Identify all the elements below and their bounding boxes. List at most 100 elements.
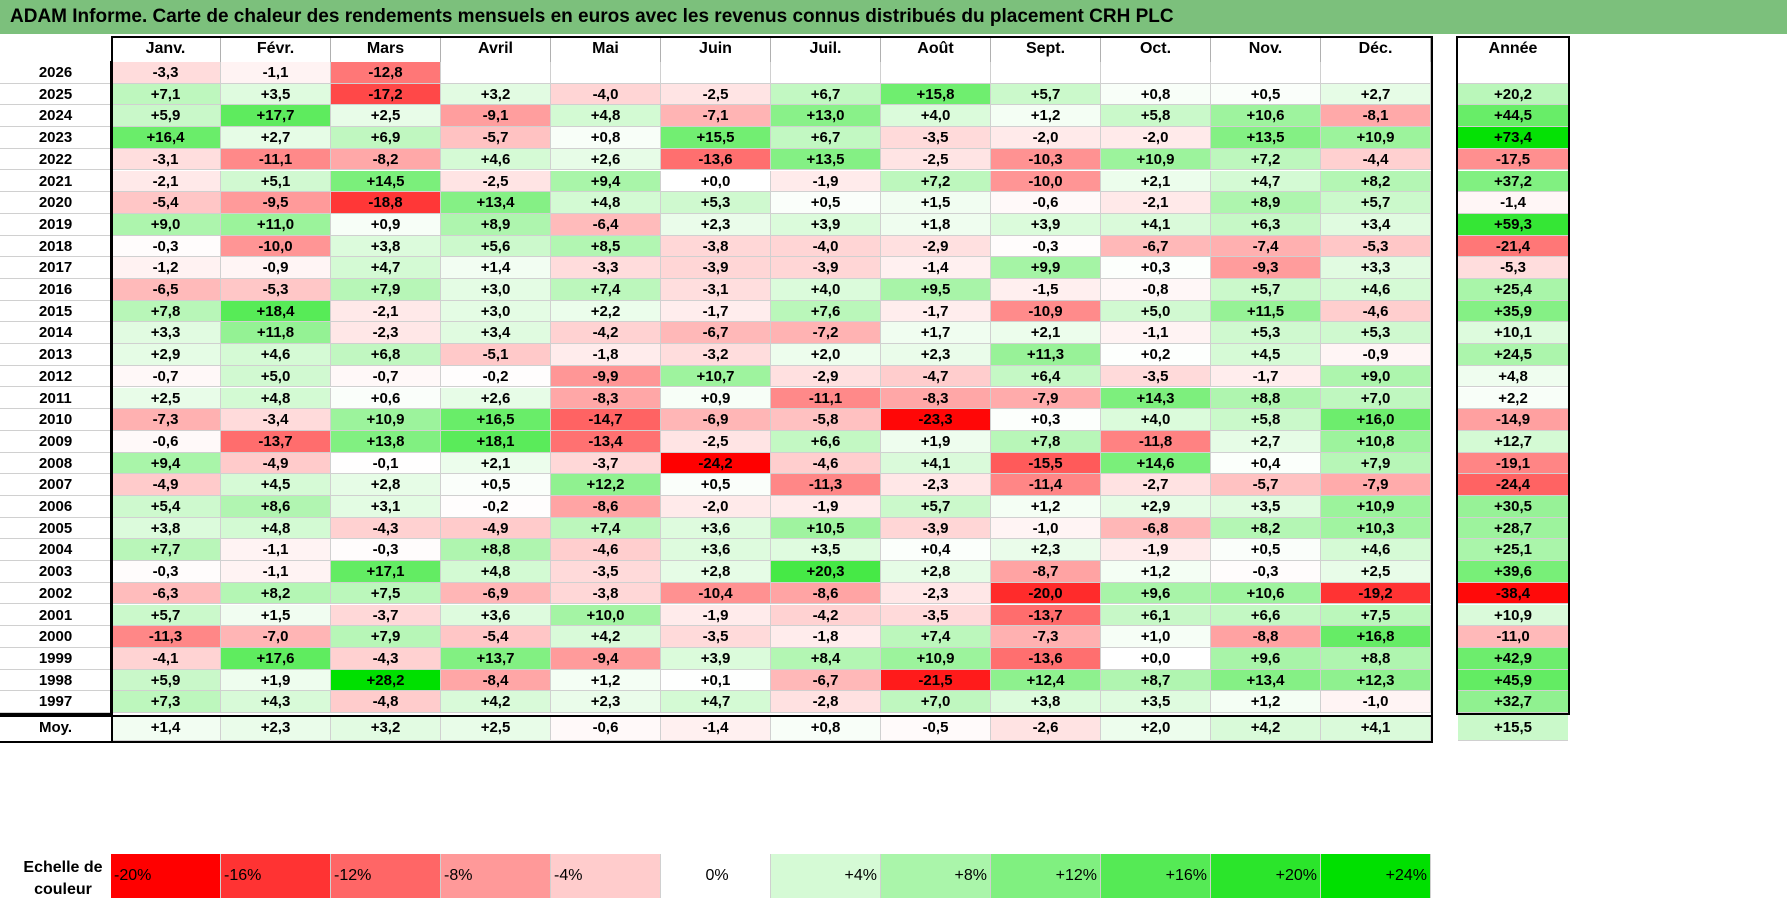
heatmap-cell: +8,2 bbox=[1321, 170, 1431, 193]
year-label: 2018 bbox=[0, 236, 111, 258]
heatmap-cell: +12,2 bbox=[551, 474, 661, 496]
heatmap-cell: -4,7 bbox=[881, 365, 991, 388]
heatmap-cell: -1,9 bbox=[771, 170, 881, 193]
heatmap-cell: -0,3 bbox=[991, 235, 1101, 258]
average-annual-value: +15,5 bbox=[1458, 715, 1568, 741]
year-label: 2015 bbox=[0, 301, 111, 323]
heatmap-cell: +5,7 bbox=[881, 496, 991, 518]
heatmap-cell: -6,9 bbox=[441, 582, 551, 605]
heatmap-cell: +0,1 bbox=[661, 669, 771, 692]
heatmap-cell: +5,3 bbox=[1321, 322, 1431, 345]
heatmap-cell: +1,5 bbox=[221, 604, 331, 627]
heatmap-cell: -2,3 bbox=[331, 322, 441, 345]
month-header: Mai bbox=[551, 36, 661, 62]
heatmap-cell: +2,9 bbox=[1101, 496, 1211, 518]
heatmap-cell: -0,7 bbox=[331, 365, 441, 388]
heatmap-cell: +6,6 bbox=[771, 430, 881, 453]
heatmap-cell: -2,9 bbox=[881, 235, 991, 258]
average-cell: +2,3 bbox=[221, 715, 331, 741]
heatmap-cell: -11,1 bbox=[771, 387, 881, 410]
heatmap-cell: +0,5 bbox=[1211, 539, 1321, 562]
heatmap-cell: -6,5 bbox=[111, 279, 221, 301]
month-header: Juin bbox=[661, 36, 771, 62]
heatmap-cell: +5,7 bbox=[991, 83, 1101, 106]
heatmap-cell: +0,0 bbox=[661, 170, 771, 193]
heatmap-cell: +4,1 bbox=[881, 452, 991, 475]
annual-cell: +20,2 bbox=[1458, 83, 1568, 106]
heatmap-cell: +3,3 bbox=[1321, 257, 1431, 279]
annual-cell: +12,7 bbox=[1458, 430, 1568, 453]
heatmap-cell: +1,9 bbox=[881, 430, 991, 453]
heatmap-cell: +2,3 bbox=[881, 344, 991, 366]
heatmap-cell: +2,2 bbox=[551, 300, 661, 323]
average-cell: -1,4 bbox=[661, 715, 771, 741]
heatmap-cell: +7,9 bbox=[331, 626, 441, 648]
heatmap-cell: +7,8 bbox=[111, 300, 221, 323]
heatmap-cell: +2,3 bbox=[661, 213, 771, 236]
heatmap-cell: +11,5 bbox=[1211, 300, 1321, 323]
heatmap-cell: +2,6 bbox=[551, 148, 661, 171]
heatmap-cell: +17,6 bbox=[221, 647, 331, 670]
heatmap-cell: +7,0 bbox=[881, 691, 991, 713]
heatmap-cell: -1,9 bbox=[661, 604, 771, 627]
heatmap-cell: +5,0 bbox=[221, 365, 331, 388]
heatmap-cell: +7,3 bbox=[111, 691, 221, 713]
heatmap-cell bbox=[441, 62, 551, 84]
heatmap-cell: +20,3 bbox=[771, 561, 881, 583]
annual-cell: +28,7 bbox=[1458, 517, 1568, 540]
heatmap-cell: +4,7 bbox=[661, 691, 771, 713]
average-cell: +1,4 bbox=[111, 715, 221, 741]
heatmap-cell: -20,0 bbox=[991, 582, 1101, 605]
heatmap-cell: -9,9 bbox=[551, 365, 661, 388]
heatmap-cell: +10,6 bbox=[1211, 582, 1321, 605]
heatmap-cell: +6,3 bbox=[1211, 213, 1321, 236]
heatmap-cell: +3,9 bbox=[771, 213, 881, 236]
heatmap-cell: -4,6 bbox=[771, 452, 881, 475]
average-cell: +2,5 bbox=[441, 715, 551, 741]
heatmap-cell: -2,3 bbox=[881, 474, 991, 496]
annual-cell: -24,4 bbox=[1458, 474, 1568, 496]
heatmap-cell: +10,9 bbox=[1101, 148, 1211, 171]
year-label: 2013 bbox=[0, 344, 111, 366]
heatmap-cell: +3,5 bbox=[771, 539, 881, 562]
heatmap-cell bbox=[1321, 62, 1431, 84]
heatmap-cell: -21,5 bbox=[881, 669, 991, 692]
heatmap-cell: +2,7 bbox=[1321, 83, 1431, 106]
heatmap-cell: +4,0 bbox=[771, 279, 881, 301]
annual-cell: +25,4 bbox=[1458, 279, 1568, 301]
heatmap-cell: +13,4 bbox=[1211, 669, 1321, 692]
month-header: Févr. bbox=[221, 36, 331, 62]
heatmap-cell: +5,8 bbox=[1211, 409, 1321, 431]
heatmap-cell: +10,5 bbox=[771, 517, 881, 540]
heatmap-cell: -7,3 bbox=[991, 626, 1101, 648]
heatmap-cell: -12,8 bbox=[331, 62, 441, 84]
heatmap-cell: -10,4 bbox=[661, 582, 771, 605]
annual-cell: +32,7 bbox=[1458, 691, 1568, 713]
heatmap-cell: +14,3 bbox=[1101, 387, 1211, 410]
annual-cell: -11,0 bbox=[1458, 626, 1568, 648]
average-cell: -0,6 bbox=[551, 715, 661, 741]
annual-cell: +10,9 bbox=[1458, 604, 1568, 627]
heatmap-cell: +0,4 bbox=[881, 539, 991, 562]
heatmap-cell: +10,9 bbox=[881, 647, 991, 670]
year-label: 2008 bbox=[0, 453, 111, 475]
heatmap-cell: -7,0 bbox=[221, 626, 331, 648]
heatmap-cell: +0,3 bbox=[991, 409, 1101, 431]
heatmap-cell: -1,1 bbox=[1101, 322, 1211, 345]
heatmap-cell: +9,5 bbox=[881, 279, 991, 301]
heatmap-cell: -11,3 bbox=[111, 626, 221, 648]
heatmap-cell: -5,3 bbox=[221, 279, 331, 301]
heatmap-cell: +8,9 bbox=[1211, 192, 1321, 214]
heatmap-cell: +10,0 bbox=[551, 604, 661, 627]
heatmap-cell: +11,8 bbox=[221, 322, 331, 345]
heatmap-cell: -13,6 bbox=[661, 148, 771, 171]
year-label: 2017 bbox=[0, 257, 111, 279]
heatmap-cell: +1,4 bbox=[441, 257, 551, 279]
heatmap-cell: -3,3 bbox=[551, 257, 661, 279]
heatmap-cell: +7,1 bbox=[111, 83, 221, 106]
annual-cell: +44,5 bbox=[1458, 105, 1568, 128]
heatmap-cell: -0,2 bbox=[441, 365, 551, 388]
annual-cell: +39,6 bbox=[1458, 561, 1568, 583]
annual-cell bbox=[1458, 62, 1568, 84]
heatmap-cell: -15,5 bbox=[991, 452, 1101, 475]
